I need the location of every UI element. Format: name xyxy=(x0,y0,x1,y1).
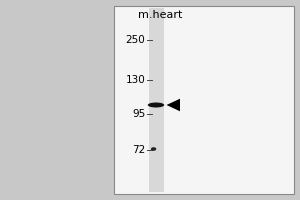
Text: m.heart: m.heart xyxy=(138,10,183,20)
Ellipse shape xyxy=(148,102,164,108)
Bar xyxy=(148,8,164,192)
Text: 130: 130 xyxy=(126,75,146,85)
Text: 95: 95 xyxy=(132,109,146,119)
Polygon shape xyxy=(167,99,180,111)
Text: 72: 72 xyxy=(132,145,146,155)
Text: 250: 250 xyxy=(126,35,146,45)
Ellipse shape xyxy=(151,147,156,151)
Bar xyxy=(114,6,294,194)
